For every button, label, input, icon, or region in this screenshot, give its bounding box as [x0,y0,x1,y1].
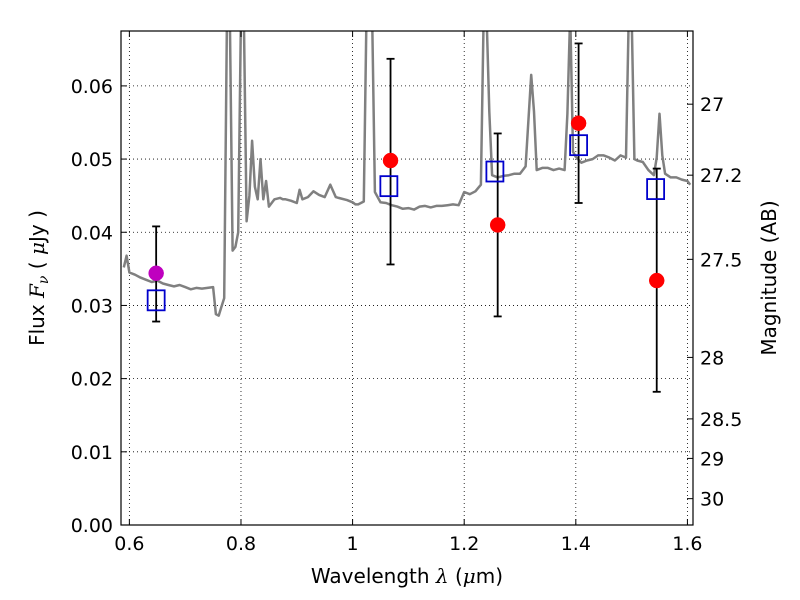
y-tick-label: 0.02 [71,369,113,391]
observed-flux-point [148,265,164,281]
y-tick-label: 0.06 [71,76,113,98]
model-spectrum-line [122,31,692,317]
y2-tick-label: 27 [700,94,724,116]
axis-ticks: 0.6 0.8 1 1.2 1.4 1.6 0.00 0.01 0.02 0.03 0.04 0.05… [71,31,742,555]
synthetic-photometry-square [379,175,399,198]
y2-tick-label: 30 [700,489,724,511]
x-tick-label: 1.6 [672,533,702,555]
grid [121,31,693,525]
y-tick-label: 0.04 [71,222,113,244]
plot-frame [120,30,694,526]
observed-flux-point [489,217,506,233]
observed-flux-point [648,272,665,289]
y2-axis-label: Magnitude (AB) [757,200,781,355]
x-axis-label: Wavelength λ (μm) [311,564,503,588]
x-tick-label: 1.2 [449,533,479,555]
y-tick-label: 0.03 [71,295,113,317]
data-points [146,42,666,393]
y2-tick-label: 27.5 [700,249,742,271]
x-tick-label: 0.8 [226,533,256,555]
observed-flux-point [570,115,587,131]
y2-tick-label: 29 [700,448,724,470]
x-tick-label: 0.6 [114,533,144,555]
y-tick-label: 0.05 [71,149,113,171]
y-axis-label: Flux Fν ( μJy ) [25,210,52,346]
y2-tick-label: 28 [700,347,724,369]
synthetic-photometry-square [569,134,588,157]
x-tick-label: 1.4 [561,533,591,555]
plot-area [122,31,692,317]
synthetic-photometry-square [646,178,666,200]
observed-flux-point [382,152,399,169]
synthetic-photometry-square [485,160,505,183]
y-tick-label: 0.00 [71,515,113,537]
synthetic-photometry-square [146,289,166,312]
y2-tick-label: 28.5 [700,409,742,431]
x-tick-label: 1 [347,533,359,555]
y2-tick-label: 27.2 [700,165,742,187]
y-tick-label: 0.01 [71,442,113,464]
